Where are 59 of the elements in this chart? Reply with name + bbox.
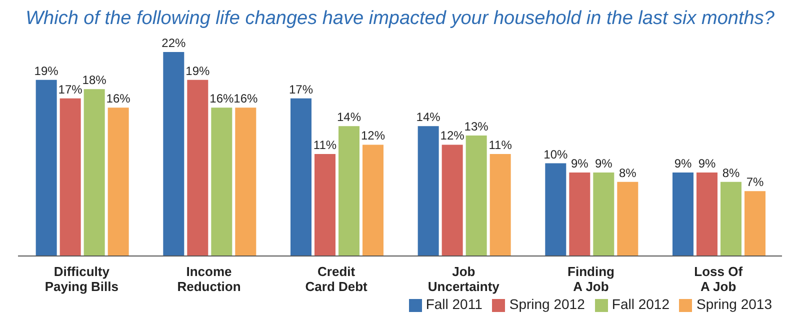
data-label: 13% — [464, 119, 489, 134]
data-label: 18% — [82, 73, 107, 88]
data-label: 9% — [570, 156, 589, 171]
bar — [442, 144, 463, 256]
bar — [545, 163, 566, 256]
data-label: 8% — [722, 166, 740, 180]
bar — [338, 126, 360, 256]
data-label: 9% — [594, 156, 613, 171]
data-label: 12% — [360, 128, 386, 143]
bar — [490, 154, 511, 256]
data-label: 17% — [58, 82, 83, 96]
x-tick-label: Job Uncertainty — [428, 264, 500, 294]
bar — [290, 98, 312, 256]
data-label: 19% — [34, 64, 59, 78]
bar — [744, 191, 766, 256]
legend-label: Spring 2013 — [696, 296, 772, 312]
legend-label: Fall 2011 — [426, 296, 482, 312]
legend-label: Fall 2012 — [612, 296, 670, 312]
data-label: 10% — [544, 147, 568, 162]
data-label: 22% — [162, 36, 186, 50]
data-label: 16% — [106, 92, 131, 106]
bar — [108, 108, 129, 256]
bar — [84, 89, 105, 256]
bar — [235, 108, 256, 256]
x-tick-label: Income Reduction — [177, 264, 241, 294]
data-label: 7% — [746, 175, 764, 190]
legend-label: Spring 2012 — [509, 296, 585, 312]
bar — [617, 182, 638, 256]
bar — [187, 80, 208, 256]
bar — [60, 98, 81, 256]
bar — [466, 135, 487, 256]
bar — [672, 172, 694, 256]
bar — [211, 108, 232, 256]
data-label: 16% — [234, 92, 258, 106]
bar — [36, 80, 57, 256]
data-label: 11% — [313, 138, 337, 152]
data-label: 12% — [440, 128, 465, 143]
data-label: 8% — [618, 166, 637, 180]
x-tick-label: Credit Card Debt — [305, 264, 368, 294]
data-label: 16% — [210, 92, 234, 106]
data-label: 17% — [288, 82, 314, 96]
chart-title: Which of the following life changes have impacted your household in the last six months? — [24, 8, 776, 30]
x-tick-label: Finding A Job — [568, 264, 615, 294]
data-label: 14% — [416, 110, 441, 124]
bar — [418, 126, 439, 256]
bar — [314, 154, 336, 256]
data-label: 9% — [674, 156, 692, 171]
bar — [163, 52, 184, 256]
x-tick-label: Loss Of A Job — [694, 264, 744, 294]
x-tick-label: Difficulty Paying Bills — [44, 264, 119, 294]
bar — [593, 172, 614, 256]
data-label: 11% — [488, 138, 512, 152]
bar — [696, 172, 718, 256]
bar — [362, 144, 384, 256]
data-label: 19% — [186, 64, 210, 78]
data-label: 14% — [336, 110, 362, 124]
bar — [569, 172, 590, 256]
bar — [720, 182, 742, 256]
data-label: 9% — [698, 156, 716, 171]
